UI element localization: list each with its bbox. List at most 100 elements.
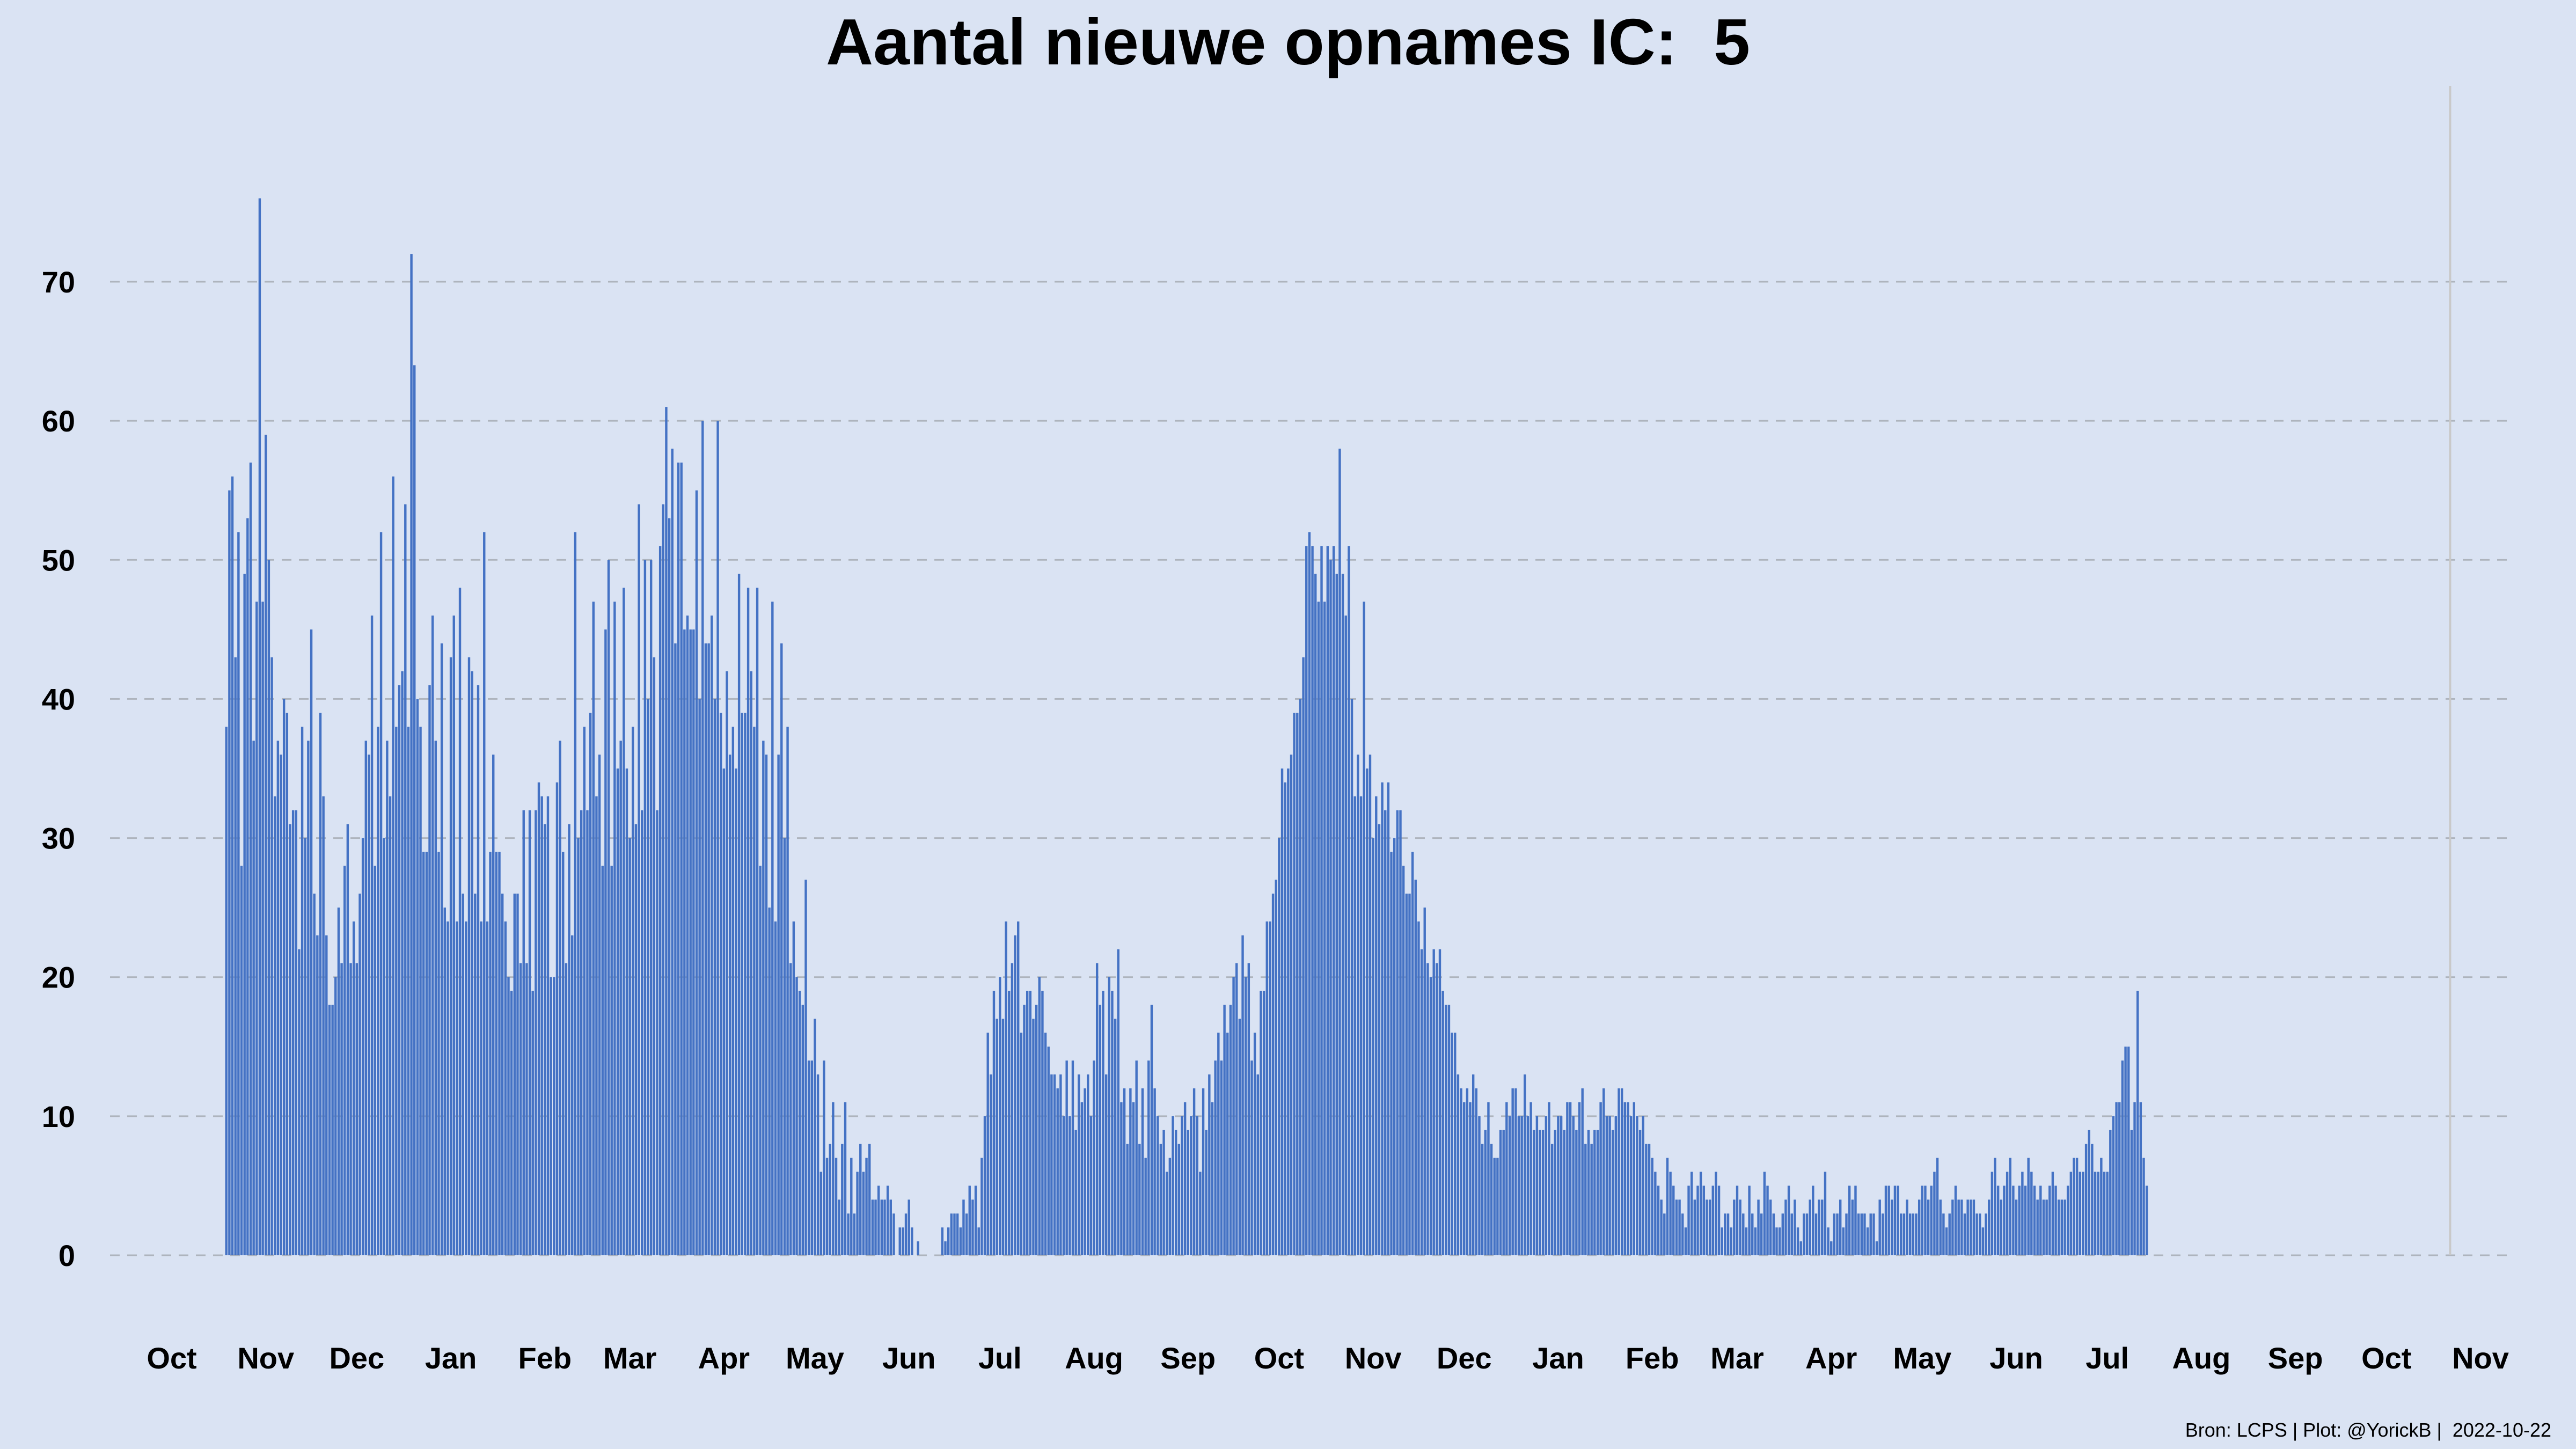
- bar: [425, 852, 428, 1255]
- y-axis-ticks: 0 10 20 30 40 50 60 70: [42, 265, 75, 1272]
- bar: [1627, 1102, 1629, 1255]
- bar: [1308, 532, 1311, 1256]
- bar: [641, 810, 643, 1255]
- bar: [953, 1213, 956, 1255]
- bar: [1614, 1116, 1618, 1255]
- bar: [1447, 1005, 1451, 1255]
- bar: [443, 908, 446, 1255]
- bar: [844, 1102, 847, 1255]
- bar: [847, 1213, 850, 1255]
- bar: [835, 1158, 838, 1255]
- bar: [1742, 1213, 1745, 1255]
- bar: [662, 504, 665, 1255]
- bar: [1074, 1130, 1077, 1255]
- bar: [1857, 1213, 1860, 1255]
- bar: [1457, 1074, 1460, 1255]
- bar: [480, 921, 482, 1255]
- bar: [823, 1060, 825, 1255]
- bar: [1545, 1116, 1548, 1255]
- bar: [1454, 1033, 1457, 1255]
- bar: [1900, 1213, 1902, 1255]
- bar: [1217, 1033, 1220, 1255]
- bar: [601, 866, 604, 1255]
- bar: [407, 727, 410, 1255]
- bar: [471, 671, 473, 1255]
- bar: [1423, 908, 1426, 1255]
- bar: [231, 476, 234, 1255]
- bar: [1496, 1158, 1499, 1255]
- bar: [1280, 769, 1284, 1255]
- bar: [1117, 949, 1119, 1255]
- bar: [1918, 1199, 1921, 1255]
- x-tick-label: Nov: [1345, 1341, 1402, 1375]
- bar: [428, 685, 431, 1255]
- bar: [295, 810, 297, 1255]
- bar: [358, 894, 361, 1255]
- bar: [632, 727, 634, 1255]
- bar: [762, 741, 765, 1255]
- bar: [410, 254, 413, 1255]
- bar: [2124, 1046, 2127, 1255]
- bar: [1769, 1199, 1772, 1255]
- bar: [658, 546, 662, 1255]
- bar: [2073, 1158, 2075, 1255]
- bar: [1187, 1130, 1189, 1255]
- bar: [859, 1144, 862, 1255]
- bar: [1460, 1088, 1462, 1255]
- bar: [1717, 1185, 1721, 1255]
- bar: [1329, 560, 1332, 1255]
- bar: [1290, 755, 1293, 1255]
- bar: [2042, 1199, 2045, 1255]
- bar: [1508, 1116, 1511, 1255]
- bar: [1578, 1102, 1581, 1255]
- bar: [595, 796, 598, 1255]
- bar: [1930, 1185, 1933, 1255]
- x-tick-label: Feb: [1626, 1341, 1679, 1375]
- bar: [1975, 1213, 1978, 1255]
- bar: [1050, 1074, 1053, 1255]
- bar: [638, 504, 640, 1255]
- bar: [1572, 1116, 1575, 1255]
- bar: [1730, 1227, 1732, 1255]
- bar: [889, 1199, 892, 1255]
- bar: [1754, 1227, 1757, 1255]
- bar: [1675, 1199, 1678, 1255]
- bar: [619, 741, 622, 1255]
- bar: [1966, 1199, 1969, 1255]
- bar: [346, 824, 349, 1255]
- bar: [1174, 1130, 1177, 1255]
- bar: [291, 810, 295, 1255]
- bar: [316, 935, 319, 1255]
- bar: [1168, 1158, 1172, 1255]
- bar: [1357, 755, 1359, 1255]
- bar: [1147, 1060, 1150, 1255]
- bar: [2036, 1199, 2039, 1255]
- bar: [1141, 1088, 1144, 1255]
- bar: [1087, 1074, 1089, 1255]
- bar: [1238, 1019, 1241, 1255]
- y-tick-label: 10: [42, 1100, 75, 1133]
- bar: [1927, 1199, 1930, 1255]
- bar: [337, 908, 340, 1255]
- bar: [898, 1227, 901, 1255]
- bar: [240, 866, 243, 1255]
- bar: [1014, 935, 1016, 1255]
- bar: [1972, 1199, 1975, 1255]
- bar: [1945, 1227, 1948, 1255]
- bar: [980, 1158, 983, 1255]
- bar: [550, 977, 552, 1255]
- bar: [1232, 977, 1235, 1255]
- bar: [1933, 1172, 1936, 1255]
- bar: [574, 532, 577, 1256]
- bar: [1939, 1199, 1942, 1255]
- bar: [753, 727, 756, 1255]
- bar: [1833, 1213, 1836, 1255]
- bar: [1575, 1130, 1578, 1255]
- bar: [1417, 921, 1420, 1255]
- x-tick-label: Nov: [237, 1341, 294, 1375]
- bar: [1059, 1074, 1062, 1255]
- x-tick-label: Jun: [882, 1341, 936, 1375]
- x-tick-label: Aug: [2172, 1341, 2230, 1375]
- bar: [947, 1227, 950, 1255]
- bar: [990, 1074, 992, 1255]
